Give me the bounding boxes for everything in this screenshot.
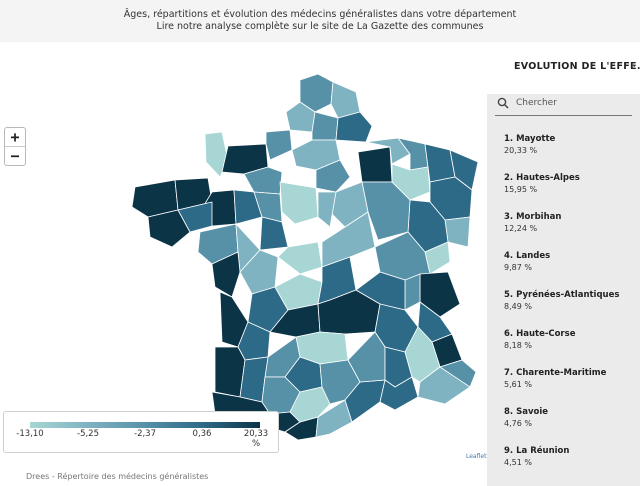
zoom-in-button[interactable]: + <box>10 128 20 146</box>
search-field[interactable]: Chercher <box>495 94 632 116</box>
department-region <box>404 273 421 311</box>
department-value: 4,76 % <box>504 419 532 428</box>
department-region <box>259 216 289 251</box>
department-region <box>214 346 246 398</box>
department-region <box>239 249 279 295</box>
department-region <box>211 251 241 298</box>
department-region <box>330 81 361 119</box>
search-input[interactable]: Chercher <box>516 98 557 108</box>
france-choropleth-map[interactable] <box>0 42 487 462</box>
department-region <box>311 111 339 141</box>
legend-tick: -5,25 <box>77 429 99 439</box>
department-name: 6. Haute-Corse <box>504 329 576 339</box>
list-item[interactable]: 3. Morbihan 12,24 % <box>504 212 634 251</box>
list-item[interactable]: 1. Mayotte 20,33 % <box>504 134 634 173</box>
ranking-panel: EVOLUTION DE L'EFFE... ⌄ Chercher 1. May… <box>487 42 640 486</box>
department-region <box>315 159 351 193</box>
department-region <box>357 146 393 183</box>
department-value: 4,51 % <box>504 458 532 467</box>
header-banner: Âges, répartitions et évolution des méde… <box>0 0 640 42</box>
list-item[interactable]: 6. Haute-Corse 8,18 % <box>504 329 634 368</box>
department-region <box>277 241 323 275</box>
header-title: Âges, répartitions et évolution des méde… <box>123 9 517 20</box>
legend-tick: -2,37 <box>134 429 156 439</box>
department-value: 15,95 % <box>504 185 538 194</box>
header-link[interactable]: Lire notre analyse complète sur le site … <box>156 21 484 32</box>
indicator-selector[interactable]: EVOLUTION DE L'EFFE... ⌄ <box>487 42 640 94</box>
department-value: 12,24 % <box>504 224 538 233</box>
department-name: 8. Savoie <box>504 407 549 417</box>
department-value: 8,18 % <box>504 341 532 350</box>
search-icon <box>497 97 509 109</box>
department-region <box>444 216 471 248</box>
list-item[interactable]: 7. Charente-Maritime 5,61 % <box>504 368 634 407</box>
legend-tick: 20,33 <box>243 429 269 439</box>
indicator-dropdown-label[interactable]: EVOLUTION DE L'EFFE... <box>514 61 640 72</box>
department-name: 4. Landes <box>504 251 551 261</box>
legend-tick: 0,36 <box>192 429 212 439</box>
color-legend: -13,10 -5,25 -2,37 0,36 20,33 % <box>3 411 279 453</box>
zoom-out-button[interactable]: − <box>5 146 25 165</box>
department-region <box>379 376 419 411</box>
department-region <box>365 137 411 165</box>
department-name: 7. Charente-Maritime <box>504 368 607 378</box>
department-value: 20,33 % <box>504 146 538 155</box>
department-region <box>177 201 213 233</box>
department-name: 2. Hautes-Alpes <box>504 173 580 183</box>
department-value: 9,87 % <box>504 263 532 272</box>
department-name: 9. La Réunion <box>504 446 570 456</box>
list-item[interactable]: 2. Hautes-Alpes 15,95 % <box>504 173 634 212</box>
department-region <box>285 101 316 133</box>
legend-unit: % <box>252 439 261 449</box>
department-region <box>265 129 293 161</box>
source-note: Drees - Répertoire des médecins générali… <box>26 472 209 481</box>
department-region <box>279 181 319 225</box>
list-item[interactable]: 8. Savoie 4,76 % <box>504 407 634 446</box>
map-container[interactable]: + − <box>0 42 487 462</box>
department-value: 5,61 % <box>504 380 532 389</box>
zoom-control: + − <box>4 127 26 166</box>
leaflet-attribution-link[interactable]: Leaflet <box>466 453 487 460</box>
department-region <box>355 271 406 311</box>
department-region <box>439 359 477 388</box>
department-region <box>335 111 373 143</box>
list-item[interactable]: 9. La Réunion 4,51 % <box>504 446 634 485</box>
legend-tick: -13,10 <box>16 429 44 439</box>
legend-gradient-bar <box>30 422 260 428</box>
department-name: 3. Morbihan <box>504 212 562 222</box>
department-region <box>424 143 456 183</box>
department-name: 1. Mayotte <box>504 134 556 144</box>
list-item[interactable]: 4. Landes 9,87 % <box>504 251 634 290</box>
ranking-list: 1. Mayotte 20,33 % 2. Hautes-Alpes 15,95… <box>504 134 634 485</box>
list-item[interactable]: 5. Pyrénées-Atlantiques 8,49 % <box>504 290 634 329</box>
department-value: 8,49 % <box>504 302 532 311</box>
department-region <box>147 209 191 248</box>
chevron-down-icon[interactable]: ⌄ <box>630 59 639 70</box>
department-region <box>317 191 337 228</box>
department-name: 5. Pyrénées-Atlantiques <box>504 290 620 300</box>
